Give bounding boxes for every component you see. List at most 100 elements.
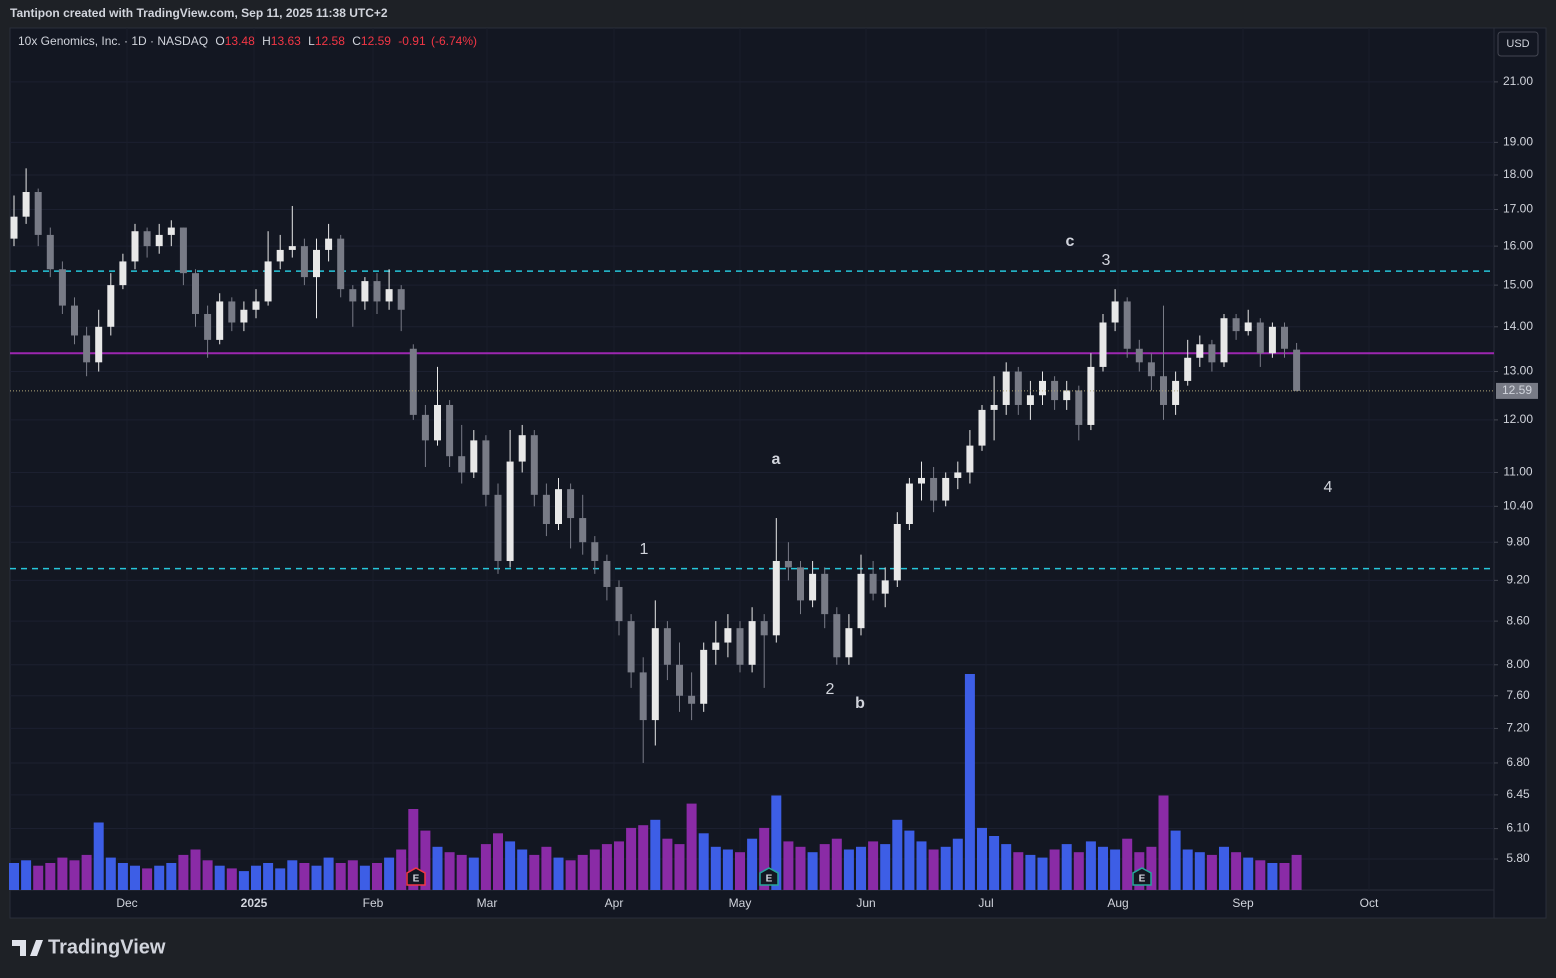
volume-bar bbox=[190, 849, 201, 890]
volume-bar bbox=[964, 674, 975, 890]
candle-body bbox=[736, 628, 744, 665]
candle-body bbox=[797, 567, 804, 601]
volume-bar bbox=[843, 849, 854, 890]
candle-body bbox=[385, 289, 393, 302]
x-tick-label: Aug bbox=[1107, 896, 1128, 910]
candle-body bbox=[216, 301, 224, 340]
footer-logo[interactable]: TradingView bbox=[12, 936, 166, 958]
candle-body bbox=[881, 580, 889, 594]
y-tick-label: 7.60 bbox=[1506, 688, 1530, 702]
y-tick-label: 6.45 bbox=[1506, 787, 1530, 801]
volume-bar bbox=[747, 838, 758, 890]
candle-body bbox=[845, 628, 853, 658]
candle-body bbox=[639, 672, 647, 721]
volume-bar bbox=[202, 860, 213, 890]
earnings-badge bbox=[759, 867, 779, 886]
candle-body bbox=[591, 542, 599, 561]
candle-body bbox=[143, 231, 151, 247]
wave-label: 4 bbox=[1324, 479, 1333, 496]
volume-bar bbox=[214, 865, 225, 890]
candle-body bbox=[1232, 318, 1240, 332]
candle-body bbox=[857, 573, 865, 629]
volume-bar bbox=[93, 822, 104, 890]
volume-bar bbox=[1146, 846, 1157, 890]
candle-body bbox=[1111, 301, 1119, 323]
candle-body bbox=[869, 573, 877, 594]
y-tick-label: 9.80 bbox=[1506, 534, 1530, 548]
volume-bar bbox=[783, 841, 794, 890]
candle-body bbox=[167, 227, 175, 235]
volume-bar bbox=[759, 827, 770, 890]
volume-bar bbox=[795, 846, 806, 890]
volume-bar bbox=[45, 863, 56, 890]
currency-button[interactable] bbox=[1497, 31, 1539, 57]
volume-bar bbox=[468, 857, 479, 890]
volume-bar bbox=[57, 857, 68, 890]
volume-bar bbox=[226, 868, 237, 890]
volume-bar bbox=[130, 865, 140, 890]
candle-body bbox=[954, 472, 962, 478]
candle-body bbox=[10, 216, 18, 239]
volume-bar bbox=[868, 841, 879, 890]
high: 13.63 bbox=[271, 34, 301, 48]
candle-body bbox=[833, 614, 841, 658]
volume-bar bbox=[480, 844, 491, 890]
volume-bar bbox=[372, 863, 382, 890]
y-tick-label: 14.00 bbox=[1503, 319, 1533, 333]
candle-body bbox=[676, 664, 683, 696]
volume-bar bbox=[1037, 857, 1048, 890]
candle-body bbox=[470, 440, 478, 473]
candle-body bbox=[1220, 318, 1228, 363]
x-tick-label: May bbox=[729, 896, 752, 910]
volume-bar bbox=[662, 838, 673, 890]
volume-bar bbox=[81, 854, 92, 890]
currency: USD bbox=[1506, 38, 1529, 50]
volume-bar bbox=[396, 849, 407, 890]
volume-bar bbox=[614, 841, 624, 890]
candle-body bbox=[942, 477, 950, 501]
y-tick-label: 10.40 bbox=[1503, 498, 1533, 512]
volume-bar bbox=[1061, 844, 1072, 890]
candle-body bbox=[276, 249, 284, 262]
candle-body bbox=[627, 621, 635, 673]
volume-bar bbox=[323, 857, 334, 890]
candle-body bbox=[603, 560, 611, 587]
volume-bar bbox=[807, 852, 818, 890]
candle-body bbox=[458, 456, 466, 473]
y-tick-label: 21.00 bbox=[1503, 74, 1533, 88]
volume-bar bbox=[154, 865, 165, 890]
candle-body bbox=[893, 524, 901, 581]
candle-body bbox=[1196, 344, 1204, 358]
candle-body bbox=[555, 489, 562, 525]
volume-bar bbox=[347, 860, 358, 890]
volume-bar bbox=[989, 836, 1000, 890]
y-tick-label: 17.00 bbox=[1503, 202, 1533, 216]
volume-bar bbox=[940, 846, 951, 890]
earnings-label: E bbox=[766, 874, 773, 885]
x-tick-label: Feb bbox=[363, 896, 384, 910]
volume-bar bbox=[178, 854, 189, 890]
volume-bar bbox=[601, 844, 612, 890]
volume-bar bbox=[384, 857, 395, 890]
y-tick-label: 16.00 bbox=[1503, 238, 1533, 252]
candle-body bbox=[228, 301, 236, 323]
candle-body bbox=[409, 348, 417, 415]
x-tick-label: Jun bbox=[856, 896, 875, 910]
volume-bar bbox=[517, 849, 528, 890]
candle-body bbox=[990, 404, 998, 410]
volume-bar bbox=[1279, 863, 1290, 890]
volume-bar bbox=[722, 849, 733, 890]
y-tick-label: 19.00 bbox=[1503, 135, 1533, 149]
y-tick-label: 8.60 bbox=[1506, 613, 1530, 627]
candle-body bbox=[58, 269, 66, 306]
y-tick-label: 18.00 bbox=[1503, 167, 1533, 181]
wave-label: c bbox=[1066, 233, 1075, 250]
candle-body bbox=[772, 560, 780, 636]
header: Tantipon created with TradingView.com, S… bbox=[10, 6, 388, 20]
volume-bar bbox=[505, 841, 516, 890]
candle-body bbox=[663, 628, 671, 665]
candle-body bbox=[1172, 380, 1180, 405]
low: 12.58 bbox=[315, 34, 345, 48]
x-tick-label: Oct bbox=[1360, 896, 1379, 910]
